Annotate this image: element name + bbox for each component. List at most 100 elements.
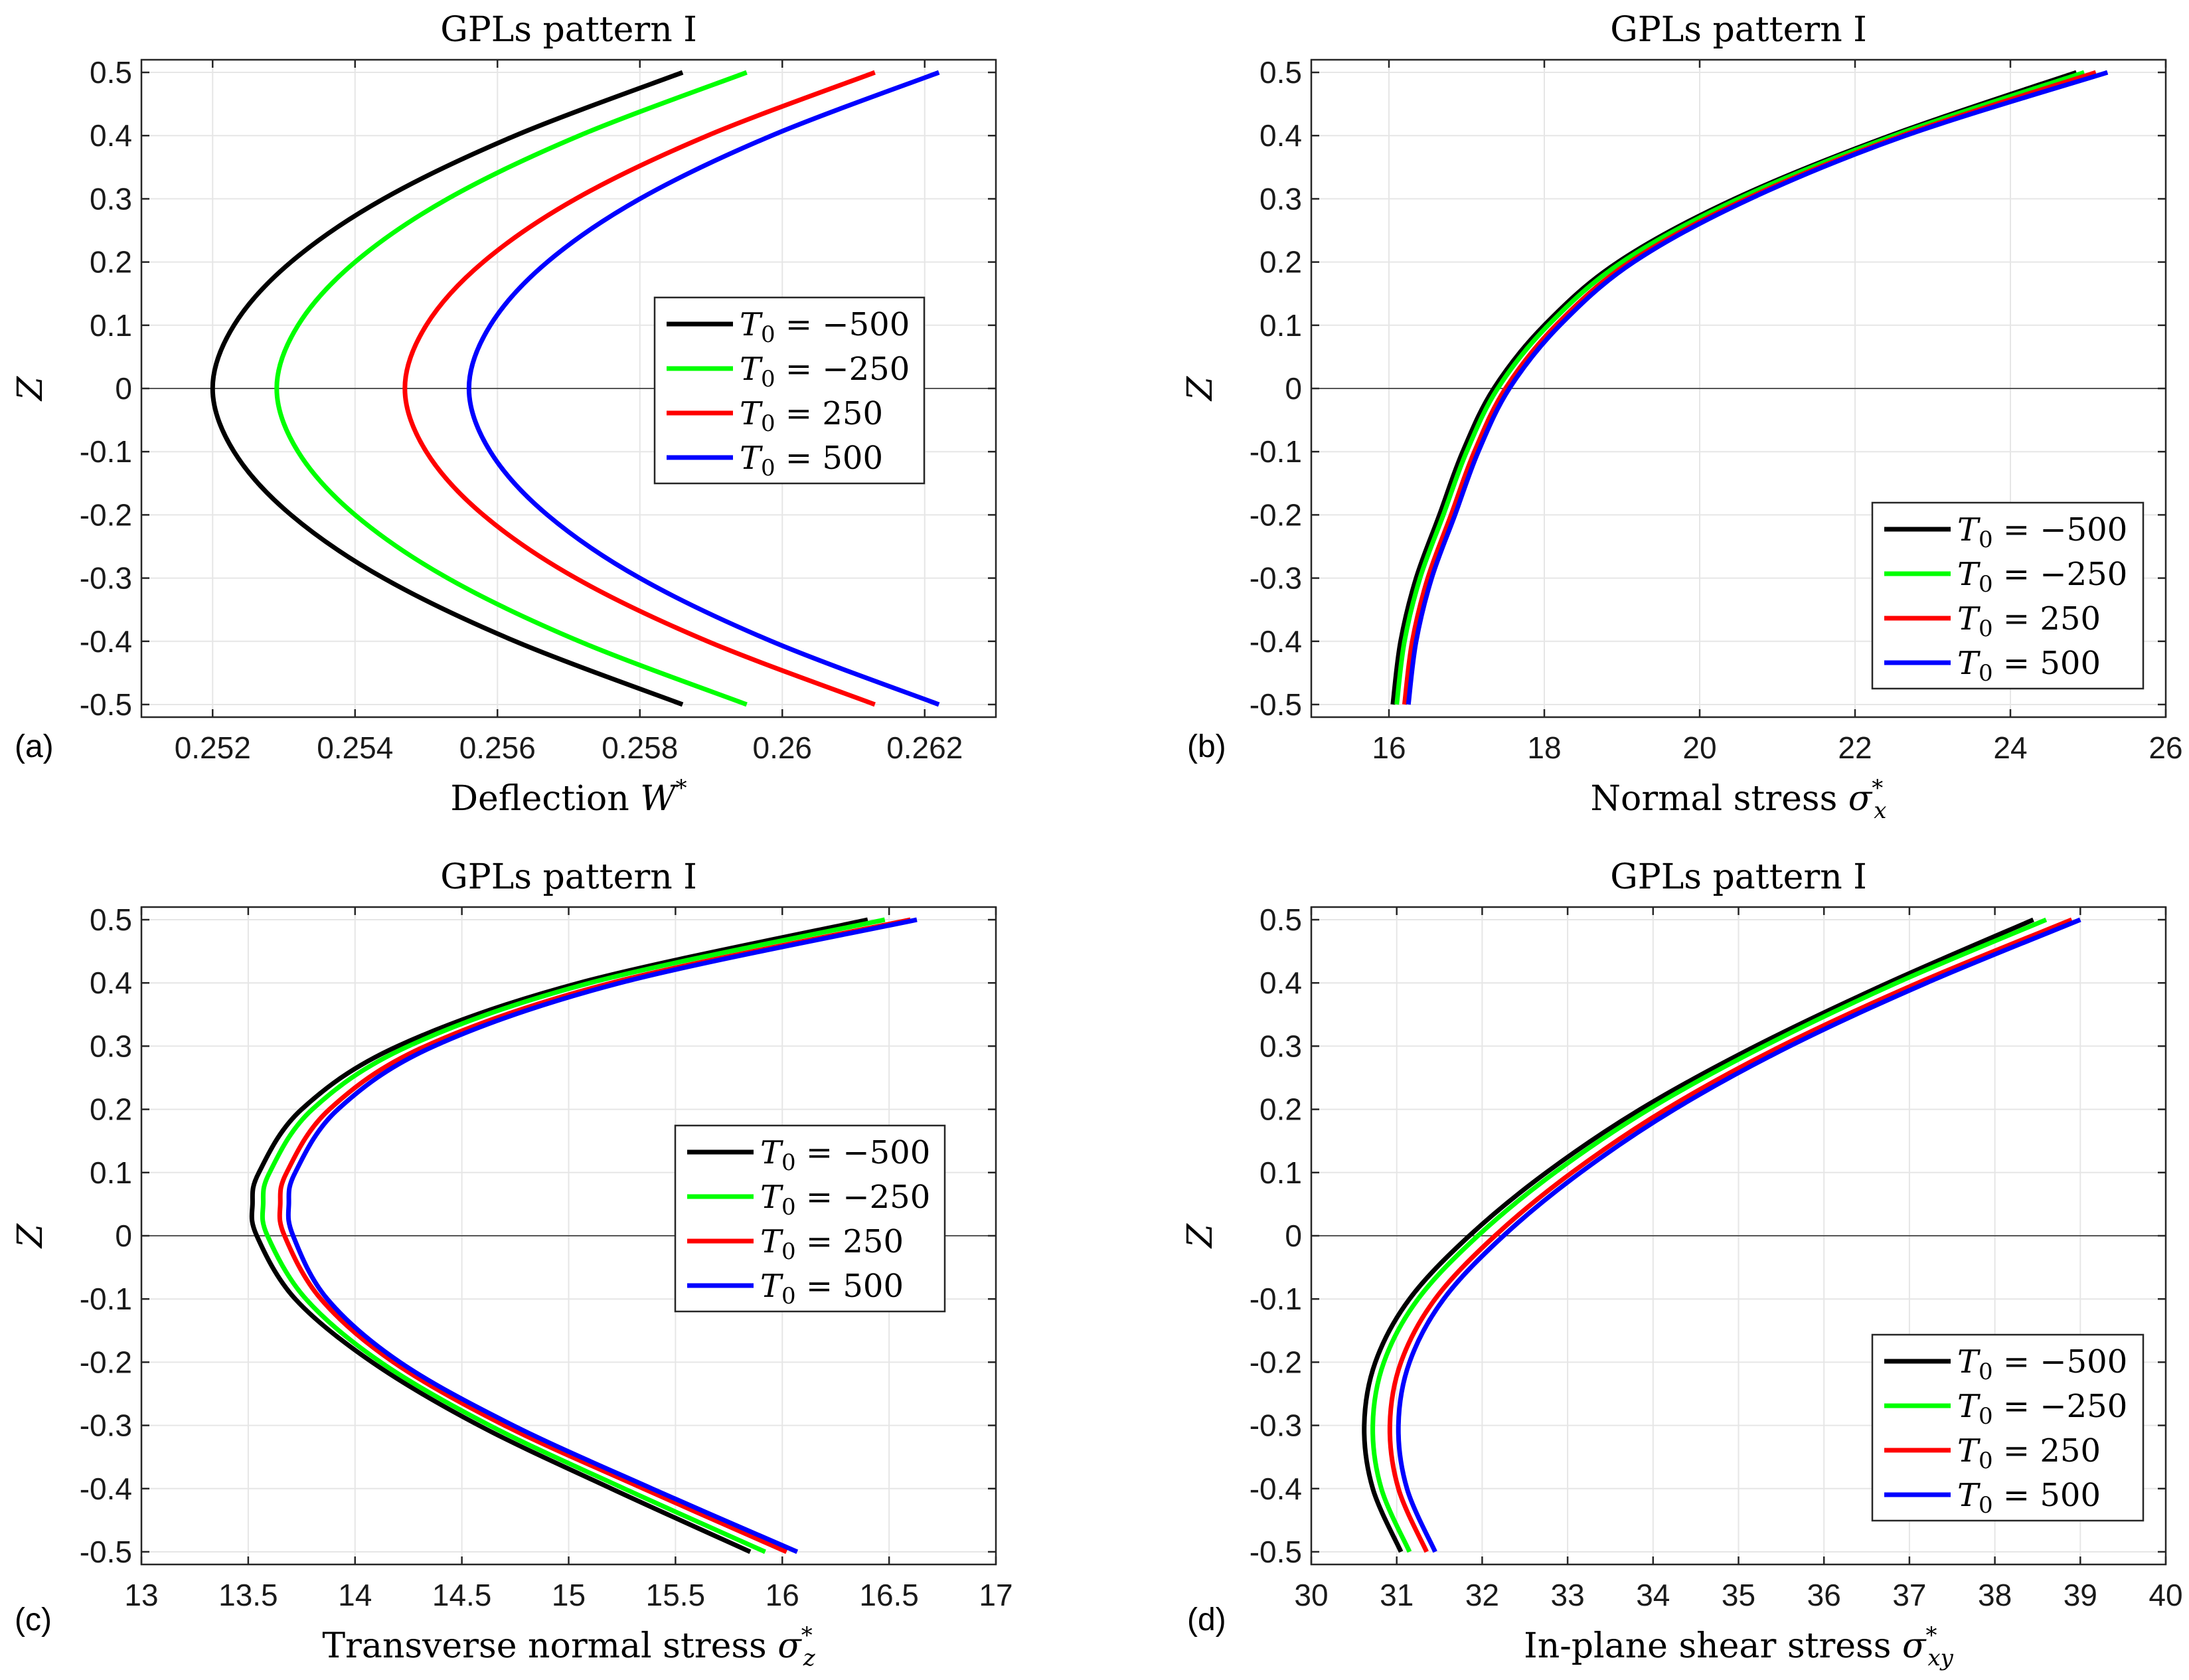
y-tick-label: 0.4 bbox=[1259, 966, 1302, 1000]
series-line bbox=[274, 70, 748, 707]
legend-label: T0 = 500 bbox=[1957, 1477, 2101, 1519]
series-line bbox=[466, 70, 940, 707]
y-tick-label: 0.1 bbox=[90, 1155, 132, 1190]
legend-label: T0 = −250 bbox=[760, 1179, 930, 1220]
legend-box bbox=[1871, 1333, 2145, 1522]
x-tick-label: 0.256 bbox=[459, 730, 536, 765]
y-tick-label: 0.2 bbox=[1259, 245, 1302, 280]
series-line bbox=[249, 917, 868, 1554]
chart-title: GPLs pattern I bbox=[1610, 10, 1867, 50]
y-tick-label: -0.4 bbox=[80, 624, 132, 659]
y-tick-label: 0.3 bbox=[90, 1029, 132, 1063]
y-tick-label: -0.5 bbox=[1250, 687, 1302, 722]
x-tick-label: 17 bbox=[979, 1578, 1013, 1612]
y-tick-label: -0.5 bbox=[80, 687, 132, 722]
y-tick-label: 0 bbox=[1285, 1218, 1302, 1253]
y-tick-label: 0.2 bbox=[90, 1092, 132, 1127]
x-axis-label: Deflection W* bbox=[450, 775, 687, 819]
y-tick-label: 0.1 bbox=[1259, 308, 1302, 343]
y-tick-label: 0.3 bbox=[90, 181, 132, 216]
legend-box bbox=[674, 1124, 946, 1313]
x-tick-label: 0.254 bbox=[317, 730, 393, 765]
x-tick-label: 24 bbox=[1993, 730, 2027, 765]
y-tick-label: 0.5 bbox=[90, 902, 132, 937]
y-tick-label: 0.5 bbox=[1259, 55, 1302, 90]
y-tick-label: -0.2 bbox=[80, 497, 132, 532]
chart-title: GPLs pattern I bbox=[1610, 857, 1867, 897]
x-tick-label: 39 bbox=[2064, 1578, 2097, 1612]
chart-panel-a: 0.252 0.254 0.256 0.258 0.26 0.262 0.5 0.4 0.3 0.… bbox=[11, 10, 997, 819]
y-axis-label: Z bbox=[11, 376, 50, 402]
y-tick-label: 0 bbox=[1285, 371, 1302, 406]
y-tick-label: -0.4 bbox=[1250, 624, 1302, 659]
x-tick-label: 35 bbox=[1722, 1578, 1755, 1612]
panel-tag: (b) bbox=[1187, 729, 1226, 764]
y-axis-label: Z bbox=[11, 1223, 50, 1249]
y-tick-label: -0.3 bbox=[1250, 1408, 1302, 1443]
x-tick-label: 36 bbox=[1807, 1578, 1841, 1612]
y-tick-label: -0.5 bbox=[1250, 1535, 1302, 1569]
x-tick-label: 0.252 bbox=[175, 730, 251, 765]
x-tick-label: 22 bbox=[1838, 730, 1872, 765]
x-tick-label: 14 bbox=[338, 1578, 372, 1612]
legend-box bbox=[1871, 501, 2145, 690]
series-line bbox=[402, 70, 876, 707]
chart-panel-d: 30 31 32 33 34 35 36 37 38 39 40 0.5 0.4 0.3 0.2 0.1 0 -0… bbox=[1180, 857, 2183, 1671]
series-line bbox=[260, 917, 886, 1554]
legend-label: T0 = −250 bbox=[1957, 1388, 2127, 1430]
series-line bbox=[1370, 917, 2048, 1553]
legend-label: T0 = −500 bbox=[760, 1134, 930, 1176]
legend-label: T0 = 250 bbox=[1957, 1432, 2101, 1474]
x-axis-label: In-plane shear stress σ* xy bbox=[1524, 1622, 1953, 1671]
series-line bbox=[1396, 917, 2081, 1553]
legend-label: T0 = 250 bbox=[740, 395, 883, 437]
y-tick-label: 0.3 bbox=[1259, 1029, 1302, 1063]
x-tick-label: 30 bbox=[1294, 1578, 1328, 1612]
x-tick-label: 15 bbox=[552, 1578, 586, 1612]
y-tick-label: 0.5 bbox=[90, 55, 132, 90]
x-tick-label: 14.5 bbox=[432, 1578, 492, 1612]
y-tick-label: -0.2 bbox=[1250, 1345, 1302, 1379]
legend-label: T0 = 500 bbox=[760, 1268, 904, 1309]
x-tick-label: 0.258 bbox=[602, 730, 678, 765]
x-tick-label: 16 bbox=[766, 1578, 799, 1612]
x-tick-label: 40 bbox=[2148, 1578, 2182, 1612]
legend-label: T0 = −250 bbox=[1957, 556, 2127, 598]
legend-label: T0 = −250 bbox=[740, 351, 910, 392]
x-tick-label: 38 bbox=[1978, 1578, 2012, 1612]
y-tick-label: 0.4 bbox=[90, 966, 132, 1000]
x-tick-label: 13 bbox=[124, 1578, 158, 1612]
x-tick-label: 20 bbox=[1682, 730, 1716, 765]
y-tick-label: -0.3 bbox=[1250, 561, 1302, 596]
legend-label: T0 = −500 bbox=[740, 306, 910, 348]
y-tick-label: 0 bbox=[115, 371, 132, 406]
y-tick-label: -0.3 bbox=[80, 1408, 132, 1443]
y-tick-label: 0 bbox=[115, 1218, 132, 1253]
x-tick-label: 16.5 bbox=[859, 1578, 919, 1612]
y-axis-label: Z bbox=[1180, 1223, 1220, 1249]
x-tick-label: 13.5 bbox=[218, 1578, 278, 1612]
series-line bbox=[1406, 70, 2109, 705]
y-tick-label: -0.1 bbox=[1250, 1282, 1302, 1316]
x-tick-label: 16 bbox=[1372, 730, 1406, 765]
x-tick-label: 26 bbox=[2148, 730, 2182, 765]
series-line bbox=[277, 917, 912, 1554]
legend-label: T0 = −500 bbox=[1957, 1343, 2127, 1385]
x-tick-label: 34 bbox=[1636, 1578, 1670, 1612]
x-tick-label: 33 bbox=[1551, 1578, 1585, 1612]
y-tick-label: -0.5 bbox=[80, 1535, 132, 1569]
y-tick-label: 0.4 bbox=[90, 118, 132, 153]
legend-label: T0 = −500 bbox=[1957, 511, 2127, 553]
chart-panel-b: 16 18 20 22 24 26 0.5 0.4 0.3 0.2 0.1 0 -0.1 -0.2 -0.3… bbox=[1180, 10, 2183, 824]
series-line bbox=[210, 70, 684, 707]
series-line bbox=[1394, 70, 2085, 705]
x-tick-label: 37 bbox=[1892, 1578, 1926, 1612]
y-tick-label: -0.4 bbox=[80, 1471, 132, 1506]
y-tick-label: -0.1 bbox=[80, 434, 132, 469]
legend-label: T0 = 250 bbox=[760, 1223, 904, 1265]
y-tick-label: 0.2 bbox=[90, 245, 132, 280]
